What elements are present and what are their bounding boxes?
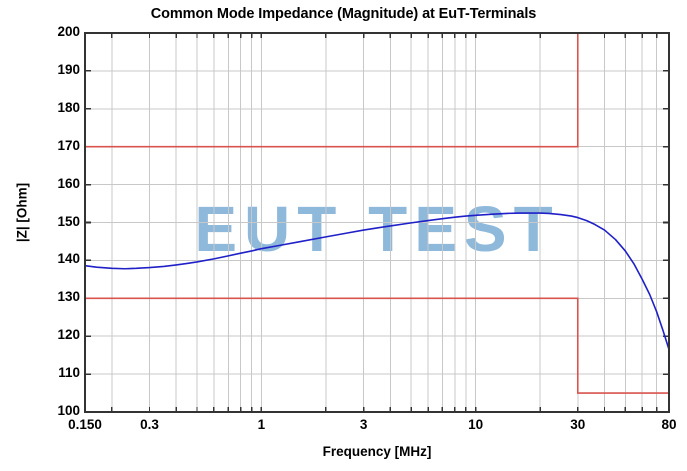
y-axis-tick-labels: 200 190 180 170 160 150 140 130 120 110 100	[30, 24, 80, 418]
upper-limit	[85, 33, 579, 148]
x-tick-label: 80	[661, 417, 677, 432]
x-tick-label: 0.3	[140, 417, 159, 432]
data-series	[84, 212, 670, 351]
y-tick-label: 170	[57, 137, 80, 153]
plot-frame	[83, 31, 671, 414]
y-tick-label: 200	[57, 24, 80, 39]
y-tick-label: 110	[58, 365, 80, 381]
y-tick-label: 190	[57, 61, 80, 77]
grid-lines	[85, 33, 669, 412]
y-tick-label: 130	[57, 289, 80, 305]
y-tick-label: 160	[57, 175, 80, 191]
y-tick-label: 140	[57, 251, 80, 267]
y-tick-label: 150	[57, 213, 80, 229]
x-tick-label: 3	[359, 417, 368, 432]
x-tick-label: 10	[468, 417, 484, 432]
limit-lines	[85, 33, 669, 394]
lower-limit	[85, 297, 669, 394]
x-axis-tick-labels: 0.150 0.3 1 3 10 30 80	[68, 417, 676, 439]
y-tick-label: 120	[57, 327, 80, 343]
x-axis-label: Frequency [MHz]	[322, 444, 432, 459]
x-tick-label: 0.150	[68, 417, 102, 432]
x-tick-label: 1	[257, 417, 266, 432]
chart-title: Common Mode Impedance (Magnitude) at EuT…	[150, 6, 537, 22]
series-line	[84, 212, 670, 351]
y-tick-label: 180	[57, 99, 80, 115]
x-tick-label: 30	[570, 417, 586, 432]
y-tick-label: 100	[57, 403, 80, 418]
